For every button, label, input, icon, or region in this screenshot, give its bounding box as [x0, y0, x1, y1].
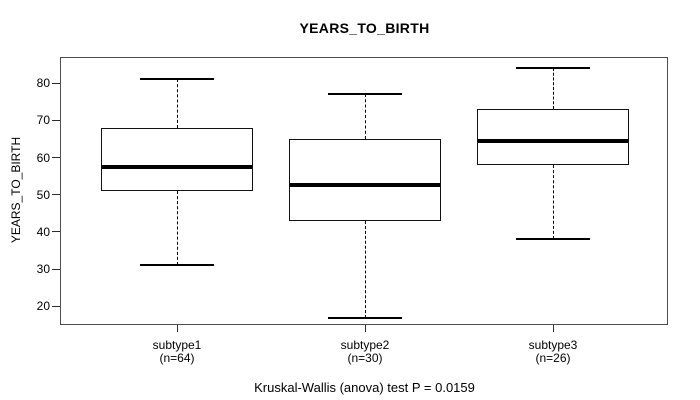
x-axis-group-n-label: (n=30) [347, 351, 383, 365]
lower-whisker-line [364, 220, 366, 318]
y-axis-tick-label: 30 [36, 262, 50, 277]
lower-whisker-cap [516, 238, 590, 241]
stat-test-caption: Kruskal-Wallis (anova) test P = 0.0159 [254, 380, 475, 395]
iqr-box [477, 109, 629, 165]
y-axis-tick-label: 60 [36, 150, 50, 165]
x-axis-group-label: subtype3 [528, 338, 578, 352]
y-axis-tick-label: 80 [36, 76, 50, 91]
y-axis-tick-mark [52, 194, 60, 196]
x-axis-group-n-label: (n=64) [159, 351, 195, 365]
y-axis-tick-mark [52, 157, 60, 158]
y-axis-tick-mark [52, 119, 60, 121]
upper-whisker-line [552, 68, 554, 110]
lower-whisker-cap [328, 316, 402, 319]
y-axis-tick-mark [52, 305, 60, 307]
upper-whisker-line [364, 94, 366, 139]
iqr-box [289, 138, 441, 221]
lower-whisker-cap [140, 264, 214, 267]
x-axis-tick-mark [364, 325, 366, 332]
x-axis-tick-mark [552, 325, 554, 332]
x-axis-tick-mark [176, 325, 178, 332]
y-axis-tick-mark [52, 82, 60, 84]
y-axis-tick-label: 20 [36, 299, 50, 314]
upper-whisker-line [176, 79, 178, 128]
y-axis-tick-label: 50 [36, 187, 50, 202]
lower-whisker-line [552, 164, 554, 240]
iqr-box [101, 127, 253, 191]
y-axis-tick-mark [52, 231, 60, 233]
x-axis-group-n-label: (n=26) [535, 351, 571, 365]
x-axis-group-label: subtype2 [340, 338, 390, 352]
median-line [290, 183, 440, 188]
y-axis-tick-label: 70 [36, 113, 50, 128]
lower-whisker-line [176, 191, 178, 266]
median-line [478, 138, 628, 143]
y-axis-tick-label: 40 [36, 224, 50, 239]
x-axis-group-label: subtype1 [152, 338, 202, 352]
upper-whisker-cap [140, 78, 214, 81]
upper-whisker-cap [516, 67, 590, 70]
chart-title: YEARS_TO_BIRTH [299, 20, 430, 36]
y-axis-tick-mark [52, 268, 60, 270]
upper-whisker-cap [328, 93, 402, 96]
median-line [102, 164, 252, 169]
